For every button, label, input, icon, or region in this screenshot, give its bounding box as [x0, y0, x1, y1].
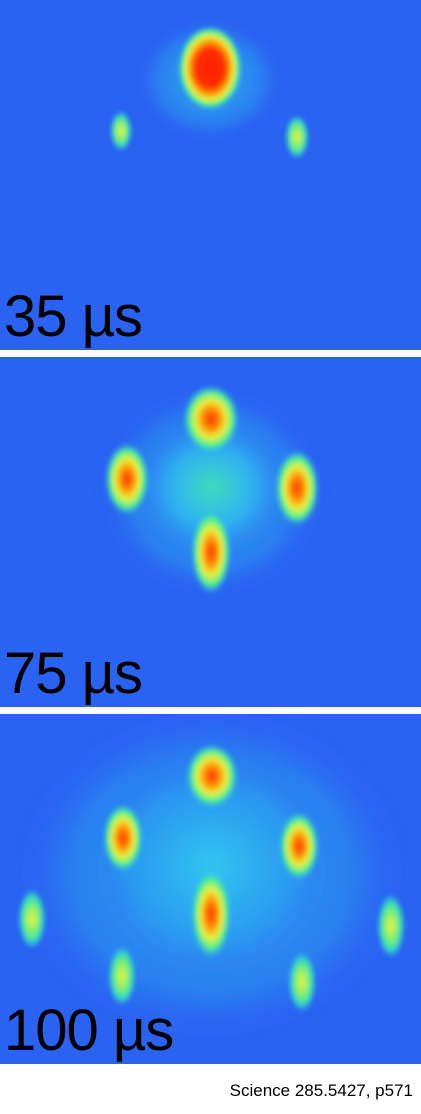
time-label: 75 µs [4, 641, 143, 706]
diffraction-image-35us [0, 0, 421, 350]
diffraction-image-100us [0, 714, 421, 1064]
diffraction-image-75us [0, 357, 421, 707]
time-label: 100 µs [4, 998, 174, 1063]
source-caption: Science 285.5427, p571 [229, 1081, 413, 1100]
time-panel-75us: 75 µs [0, 357, 421, 707]
time-panel-35us: 35 µs [0, 0, 421, 350]
time-label: 35 µs [4, 284, 143, 349]
time-panel-100us: 100 µs [0, 714, 421, 1064]
